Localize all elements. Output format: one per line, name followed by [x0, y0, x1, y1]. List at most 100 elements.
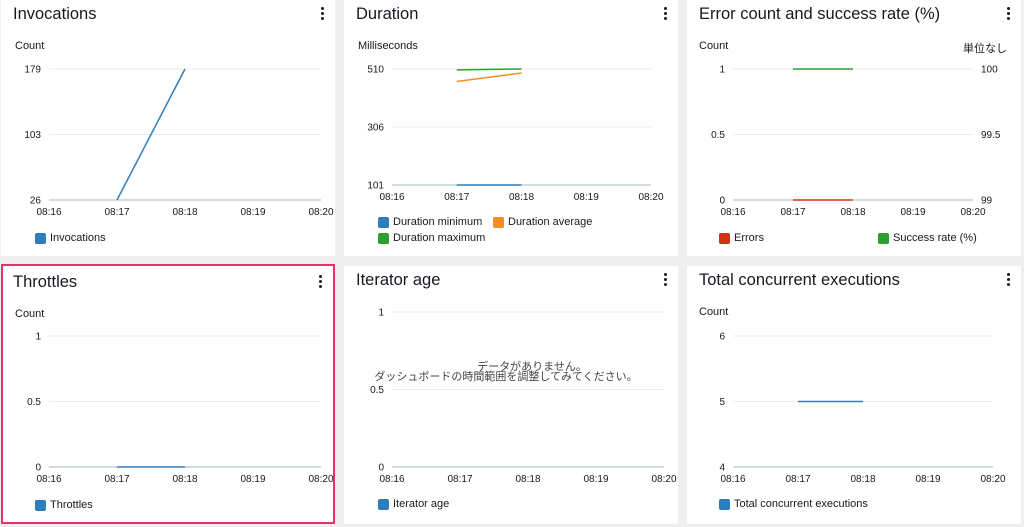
y-tick-label: 101 — [367, 181, 384, 192]
legend-swatch — [719, 232, 730, 244]
panel-concurrent-executions: Total concurrent executions Count 4 5 6 08:… — [687, 266, 1021, 524]
y-axis-unit: Milliseconds — [358, 40, 418, 52]
panel-errors: Error count and success rate (%) Count 単… — [687, 0, 1021, 256]
legend-label: Total concurrent executions — [734, 498, 868, 510]
legend-swatch — [378, 216, 389, 228]
panel-duration: Duration Milliseconds 101 306 510 08:16 08:1… — [344, 0, 678, 256]
series-line — [456, 68, 522, 71]
no-data-line-1: データがありません。 — [477, 361, 587, 373]
legend-swatch — [378, 498, 389, 510]
y-tick-label: 0 — [35, 463, 41, 474]
more-options-icon[interactable] — [317, 6, 327, 22]
legend-item[interactable]: Errors — [719, 232, 764, 244]
y-axis-unit: Count — [15, 40, 45, 52]
x-tick-label: 08:16 — [720, 474, 745, 485]
chart-errors: 0 0.5 1 99 99.5 100 08:16 08:17 08:18 08:19 08:20 — [711, 65, 1001, 219]
legend-swatch — [878, 232, 889, 244]
y-tick-label: 1 — [35, 332, 41, 343]
x-tick-label: 08:17 — [444, 192, 469, 203]
x-tick-label: 08:19 — [915, 474, 940, 485]
legend-item[interactable]: Iterator age — [378, 498, 449, 510]
legend-item[interactable]: Total concurrent executions — [719, 498, 868, 510]
x-tick-label: 08:20 — [960, 207, 985, 218]
legend-swatch — [378, 232, 389, 244]
x-tick-label: 08:19 — [240, 207, 265, 218]
y2-tick-label: 99 — [981, 196, 993, 207]
x-tick-label: 08:17 — [780, 207, 805, 218]
no-data-line-2: ダッシュボードの時間範囲を調整してみてください。 — [374, 371, 638, 383]
legend-label: Duration average — [508, 216, 593, 228]
y-axis-unit: Count — [15, 308, 45, 320]
legend-item[interactable]: Throttles — [35, 499, 93, 511]
no-data-message: データがありません。 ダッシュボードの時間範囲を調整してみてください。 — [356, 362, 656, 383]
legend-label: Invocations — [50, 232, 106, 244]
legend-item[interactable]: Duration maximum — [378, 232, 485, 244]
legend-item[interactable]: Invocations — [35, 232, 106, 244]
x-tick-label: 08:16 — [379, 474, 404, 485]
x-tick-label: 08:18 — [840, 207, 865, 218]
legend-item[interactable]: Duration minimum — [378, 216, 482, 228]
chart-invocations: 26 103 179 08:16 08:17 08:18 08:19 08:20 — [24, 65, 334, 219]
y-tick-label: 1 — [378, 308, 384, 319]
series-line — [116, 68, 186, 201]
legend-label: Duration maximum — [393, 232, 486, 244]
x-tick-label: 08:20 — [651, 474, 676, 485]
panel-title: Duration — [356, 5, 419, 23]
panel-iterator-age: Iterator age 0 0.5 1 08:16 08:17 08:18 08:19 08… — [344, 266, 678, 524]
x-tick-label: 08:20 — [638, 192, 663, 203]
more-options-icon[interactable] — [660, 272, 670, 288]
legend-swatch — [35, 499, 46, 511]
y2-tick-label: 100 — [981, 65, 998, 76]
chart-throttles: 0 0.5 1 08:16 08:17 08:18 08:19 08:20 — [27, 332, 334, 486]
y-tick-label: 4 — [719, 463, 725, 474]
panel-title: Invocations — [13, 5, 97, 23]
y-tick-label: 0.5 — [370, 385, 384, 396]
x-tick-label: 08:17 — [785, 474, 810, 485]
legend-label: Errors — [734, 232, 764, 244]
series-line — [456, 72, 522, 83]
more-options-icon[interactable] — [660, 6, 670, 22]
y-tick-label: 0.5 — [711, 130, 725, 141]
more-options-icon[interactable] — [1003, 6, 1013, 22]
panel-invocations: Invocations Count 26 103 179 08:16 08:17 08:1… — [1, 0, 335, 256]
y-tick-label: 510 — [367, 65, 384, 76]
panel-throttles: Throttles Count 0 0.5 1 08:16 08:17 08:18 08:1… — [1, 264, 335, 524]
x-tick-label: 08:19 — [574, 192, 599, 203]
y-axis-unit: Count — [699, 40, 729, 52]
x-tick-label: 08:17 — [104, 474, 129, 485]
x-tick-label: 08:16 — [379, 192, 404, 203]
x-tick-label: 08:18 — [509, 192, 534, 203]
legend-label: Success rate (%) — [893, 232, 977, 244]
legend-label: Duration minimum — [393, 216, 483, 228]
legend-label: Iterator age — [393, 498, 450, 510]
x-tick-label: 08:16 — [720, 207, 745, 218]
panel-title: Total concurrent executions — [699, 271, 900, 289]
y-tick-label: 5 — [719, 397, 725, 408]
x-tick-label: 08:18 — [172, 474, 197, 485]
more-options-icon[interactable] — [315, 274, 325, 290]
legend-item[interactable]: Duration average — [493, 216, 592, 228]
y-tick-label: 6 — [719, 332, 725, 343]
x-tick-label: 08:20 — [308, 474, 333, 485]
x-tick-label: 08:17 — [447, 474, 472, 485]
y-axis-unit: Count — [699, 306, 729, 318]
legend-item[interactable]: Success rate (%) — [878, 232, 977, 244]
x-tick-label: 08:19 — [240, 474, 265, 485]
panel-title: Throttles — [13, 273, 78, 291]
x-tick-label: 08:16 — [36, 207, 61, 218]
panel-title: Error count and success rate (%) — [699, 5, 941, 23]
x-tick-label: 08:16 — [36, 474, 61, 485]
x-tick-label: 08:20 — [980, 474, 1005, 485]
x-tick-label: 08:19 — [900, 207, 925, 218]
panel-title: Iterator age — [356, 271, 441, 289]
y-tick-label: 0.5 — [27, 397, 41, 408]
chart-concurrent-executions: 4 5 6 08:16 08:17 08:18 08:19 08:20 — [719, 332, 1006, 486]
more-options-icon[interactable] — [1003, 272, 1013, 288]
legend-swatch — [493, 216, 504, 228]
y2-axis-unit: 単位なし — [963, 43, 1007, 55]
y-tick-label: 0 — [719, 196, 725, 207]
y-tick-label: 0 — [378, 463, 384, 474]
y-tick-label: 103 — [24, 130, 41, 141]
legend-label: Throttles — [50, 499, 93, 511]
legend-swatch — [719, 498, 730, 510]
